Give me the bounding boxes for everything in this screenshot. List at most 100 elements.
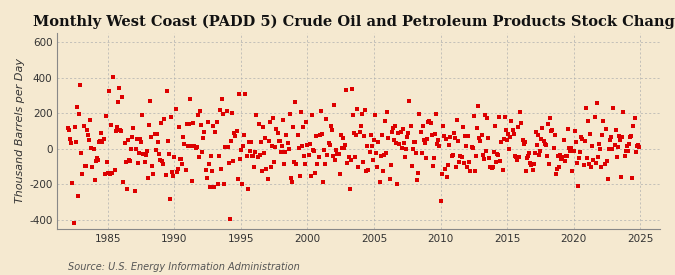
Point: [354, 129, 365, 134]
Point: [410, 140, 421, 144]
Point: [153, 140, 163, 144]
Point: [358, 134, 369, 138]
Point: [180, 168, 191, 172]
Point: [159, 117, 170, 122]
Point: [296, 144, 307, 148]
Point: [325, 123, 336, 128]
Point: [125, 159, 136, 164]
Point: [487, 165, 498, 169]
Point: [273, 139, 284, 144]
Point: [522, 154, 533, 159]
Point: [463, 134, 474, 138]
Point: [504, 147, 514, 152]
Point: [73, 194, 84, 199]
Point: [82, 128, 92, 133]
Point: [74, 111, 84, 116]
Point: [343, 155, 354, 159]
Point: [417, 123, 428, 128]
Point: [262, 177, 273, 181]
Point: [548, 146, 559, 151]
Point: [342, 161, 353, 165]
Point: [617, 134, 628, 139]
Point: [489, 124, 500, 129]
Point: [551, 167, 562, 172]
Point: [383, 136, 394, 140]
Point: [249, 165, 260, 169]
Point: [620, 149, 631, 153]
Point: [82, 133, 93, 138]
Point: [513, 124, 524, 129]
Point: [572, 160, 583, 165]
Point: [237, 182, 248, 186]
Point: [308, 149, 319, 154]
Point: [346, 158, 356, 163]
Point: [134, 151, 144, 155]
Point: [129, 188, 140, 193]
Point: [110, 128, 121, 133]
Point: [165, 197, 176, 202]
Point: [265, 119, 275, 124]
Point: [484, 156, 495, 161]
Point: [377, 169, 388, 174]
Point: [395, 130, 406, 134]
Point: [420, 141, 431, 145]
Point: [178, 135, 189, 139]
Point: [421, 156, 431, 160]
Point: [450, 136, 460, 141]
Point: [607, 147, 618, 152]
Point: [179, 142, 190, 147]
Point: [96, 131, 107, 135]
Point: [524, 151, 535, 155]
Point: [329, 103, 340, 107]
Point: [608, 105, 619, 110]
Point: [632, 143, 643, 147]
Point: [70, 140, 81, 145]
Point: [349, 130, 360, 135]
Point: [106, 123, 117, 127]
Point: [142, 176, 153, 181]
Point: [88, 147, 99, 151]
Point: [146, 135, 157, 140]
Point: [173, 125, 184, 129]
Point: [547, 127, 558, 132]
Point: [287, 180, 298, 184]
Point: [122, 187, 132, 191]
Point: [429, 156, 439, 160]
Point: [222, 145, 233, 149]
Point: [137, 113, 148, 117]
Point: [525, 161, 536, 166]
Point: [555, 153, 566, 157]
Point: [413, 171, 424, 175]
Point: [135, 137, 146, 141]
Point: [498, 137, 509, 141]
Point: [144, 98, 155, 103]
Point: [63, 126, 74, 130]
Point: [313, 155, 324, 159]
Point: [422, 136, 433, 141]
Point: [465, 169, 476, 173]
Point: [294, 174, 305, 178]
Point: [618, 110, 629, 115]
Point: [615, 138, 626, 142]
Point: [98, 136, 109, 141]
Point: [269, 160, 279, 164]
Point: [341, 88, 352, 93]
Point: [271, 126, 282, 131]
Point: [331, 148, 342, 152]
Point: [92, 158, 103, 163]
Point: [184, 122, 194, 127]
Point: [242, 187, 253, 191]
Point: [481, 149, 491, 154]
Point: [387, 125, 398, 130]
Point: [79, 163, 90, 168]
Point: [317, 131, 327, 136]
Point: [377, 132, 387, 137]
Point: [369, 138, 379, 142]
Point: [560, 154, 571, 158]
Point: [568, 148, 579, 153]
Point: [85, 118, 96, 122]
Point: [408, 147, 418, 151]
Point: [192, 112, 203, 117]
Point: [218, 112, 229, 116]
Point: [497, 168, 508, 172]
